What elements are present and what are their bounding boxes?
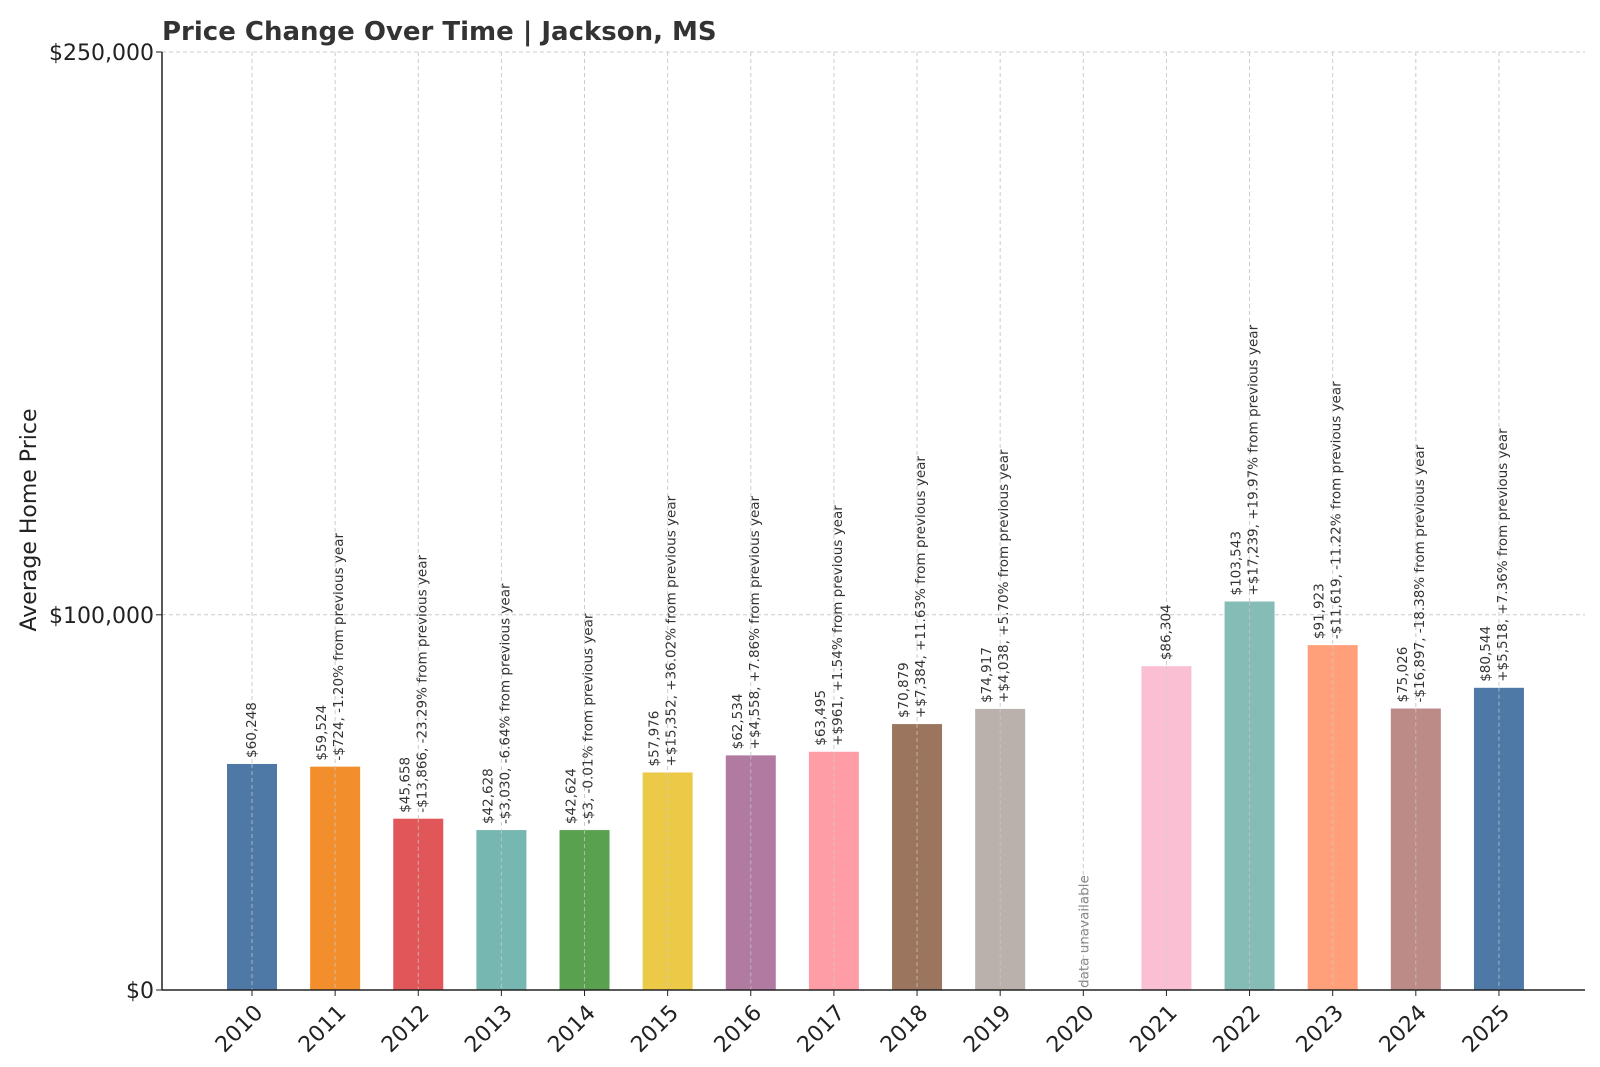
bar-labels: $60,248 $59,524 -$724, -1.20% from previou… [244, 324, 1511, 988]
bar-value-label: $70,879 [896, 662, 912, 718]
bar [725, 755, 776, 990]
bar-value-label: +$4,038, +5.70% from previous year [996, 449, 1012, 703]
bar-value-label: $42,624 [564, 768, 580, 824]
bar-value-label: -$724, -1.20% from previous year [331, 533, 347, 761]
x-tick-label: 2021 [1125, 1001, 1182, 1058]
bar-value-label: $103,543 [1229, 531, 1245, 595]
bar-value-label: $57,976 [647, 711, 663, 767]
bar-value-label: -$3, -0.01% from previous year [581, 613, 597, 824]
x-tick-label: 2025 [1458, 1001, 1515, 1058]
gridlines [162, 51, 1585, 990]
bar-value-label: +$7,384, +11.63% from previous year [913, 456, 929, 718]
bar-value-label: -$16,897, -18.38% from previous year [1412, 444, 1428, 702]
y-tick-label: $100,000 [49, 604, 154, 629]
bar-value-label: $80,544 [1478, 626, 1494, 682]
bar-value-label: +$4,558, +7.86% from previous year [747, 495, 763, 749]
x-tick-label: 2016 [710, 1001, 767, 1058]
x-tick-label: 2017 [793, 1001, 850, 1058]
bar-value-label: -$13,866, -23.29% from previous year [414, 554, 430, 812]
bar-value-label: $86,304 [1158, 604, 1174, 660]
x-tick-label: 2024 [1375, 1001, 1432, 1058]
x-tick-label: 2020 [1042, 1001, 1099, 1058]
bar-value-label: $63,495 [813, 690, 829, 746]
bar-value-label: $75,026 [1395, 647, 1411, 703]
bar-value-label: +$15,352, +36.02% from previous year [664, 495, 680, 766]
bar-value-label: +$5,518, +7.36% from previous year [1495, 428, 1511, 682]
x-tick-label: 2015 [627, 1001, 684, 1058]
chart-title: Price Change Over Time | Jackson, MS [162, 17, 717, 47]
data-unavailable-label: data unavailable [1076, 875, 1092, 988]
bar-value-label: +$961, +1.54% from previous year [830, 505, 846, 746]
y-axis-label: Average Home Price [17, 409, 42, 632]
bar-value-label: $42,628 [480, 768, 496, 824]
x-tick-label: 2011 [294, 1001, 351, 1058]
bar-value-label: +$17,239, +19.97% from previous year [1246, 324, 1262, 595]
x-tick-label: 2022 [1209, 1001, 1266, 1058]
bar-value-label: -$11,619, -11.22% from previous year [1329, 381, 1345, 639]
y-tick-label: $0 [126, 979, 154, 1004]
bar-value-label: $45,658 [397, 757, 413, 813]
x-tick-label: 2023 [1292, 1001, 1349, 1058]
bar-value-label: $74,917 [979, 647, 995, 703]
x-tick-label: 2018 [876, 1001, 933, 1058]
bar-value-label: $91,923 [1312, 583, 1328, 639]
bar-value-label: $59,524 [314, 705, 330, 761]
x-tick-label: 2010 [211, 1001, 268, 1058]
bar-value-label: -$3,030, -6.64% from previous year [497, 583, 513, 824]
x-tick-label: 2013 [460, 1001, 517, 1058]
x-tick-label: 2014 [543, 1001, 600, 1058]
x-tick-label: 2019 [959, 1001, 1016, 1058]
y-tick-label: $250,000 [49, 41, 154, 66]
bar-value-label: $62,534 [730, 694, 746, 750]
x-tick-label: 2012 [377, 1001, 434, 1058]
bars [227, 601, 1524, 990]
bar-value-label: $60,248 [244, 702, 260, 758]
